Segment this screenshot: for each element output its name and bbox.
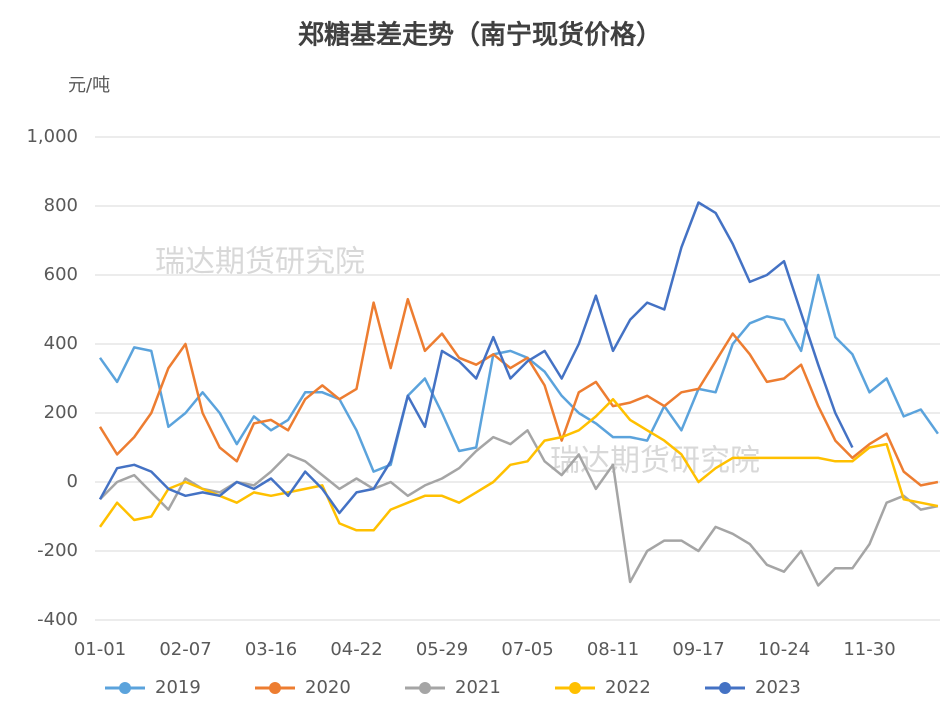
x-tick-label: 10-24 bbox=[758, 639, 810, 660]
x-tick-label: 11-30 bbox=[843, 639, 895, 660]
y-tick-label: 800 bbox=[44, 195, 78, 216]
x-tick-label: 01-01 bbox=[74, 639, 126, 660]
watermark: 瑞达期货研究院 bbox=[550, 444, 760, 479]
legend-marker bbox=[119, 682, 131, 694]
y-unit: 元/吨 bbox=[68, 75, 110, 96]
x-tick-label: 09-17 bbox=[672, 639, 724, 660]
legend-label: 2022 bbox=[605, 677, 651, 698]
y-tick-label: 400 bbox=[44, 333, 78, 354]
legend-marker bbox=[419, 682, 431, 694]
y-tick-label: -200 bbox=[37, 540, 78, 561]
legend-label: 2019 bbox=[155, 677, 201, 698]
legend-label: 2021 bbox=[455, 677, 501, 698]
x-tick-label: 02-07 bbox=[159, 639, 211, 660]
series-line bbox=[98, 397, 939, 532]
series-line bbox=[98, 297, 939, 487]
y-tick-label: 1,000 bbox=[26, 126, 78, 147]
watermark: 瑞达期货研究院 bbox=[155, 245, 365, 280]
y-tick-label: 0 bbox=[67, 471, 78, 492]
legend-marker bbox=[719, 682, 731, 694]
series-line bbox=[98, 273, 939, 473]
legend-marker bbox=[569, 682, 581, 694]
x-tick-label: 08-11 bbox=[587, 639, 639, 660]
y-tick-label: 200 bbox=[44, 402, 78, 423]
series-line bbox=[98, 201, 854, 515]
legend-label: 2023 bbox=[755, 677, 801, 698]
legend-label: 2020 bbox=[305, 677, 351, 698]
y-tick-label: -400 bbox=[37, 609, 78, 630]
x-tick-label: 05-29 bbox=[416, 639, 468, 660]
y-tick-label: 600 bbox=[44, 264, 78, 285]
x-tick-label: 04-22 bbox=[330, 639, 382, 660]
chart-title: 郑糖基差走势（南宁现货价格） bbox=[298, 20, 662, 51]
x-tick-label: 03-16 bbox=[245, 639, 297, 660]
legend-marker bbox=[269, 682, 281, 694]
x-tick-label: 07-05 bbox=[501, 639, 553, 660]
